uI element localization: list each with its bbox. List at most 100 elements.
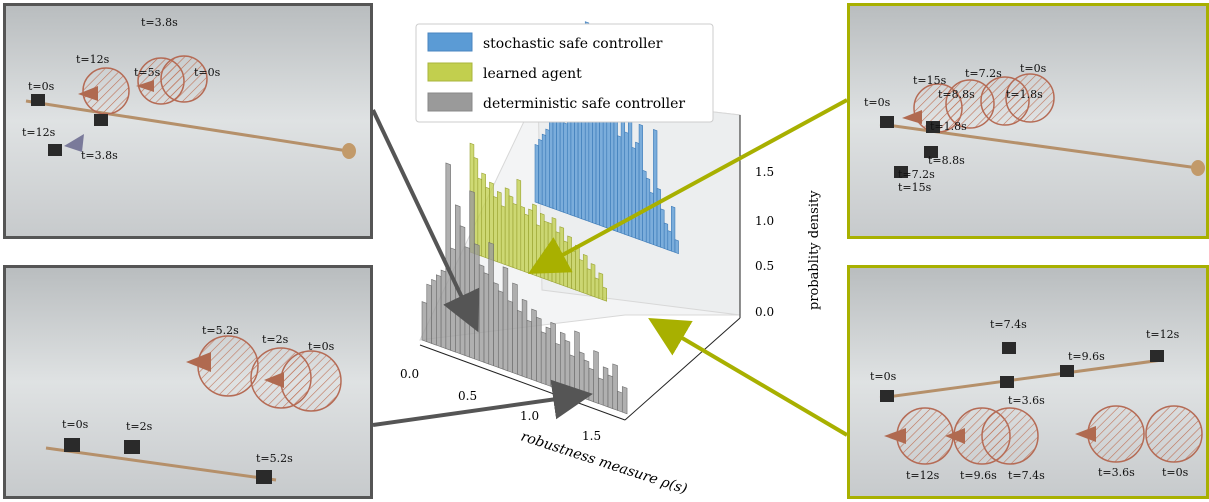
histogram-bar bbox=[541, 133, 547, 207]
histogram-bar bbox=[436, 274, 442, 348]
legend-label-stochastic: stochastic safe controller bbox=[483, 36, 663, 52]
histogram-bar bbox=[571, 249, 576, 291]
histogram-bar bbox=[545, 326, 552, 387]
histogram-bar bbox=[526, 319, 532, 380]
time-label: t=15s bbox=[898, 181, 932, 194]
robot bbox=[256, 470, 272, 484]
histogram-bar bbox=[567, 235, 572, 289]
z-tick-label: 1.5 bbox=[755, 165, 774, 179]
histogram-bar bbox=[464, 246, 470, 358]
histogram-bar bbox=[538, 138, 543, 206]
robot bbox=[1000, 376, 1014, 388]
time-label: t=12s bbox=[22, 126, 56, 139]
obstacle-arrow bbox=[902, 110, 922, 124]
histogram-bar bbox=[512, 203, 518, 270]
histogram-bar bbox=[520, 205, 525, 273]
histogram-bar bbox=[507, 300, 513, 374]
photo-scene-top-right: t=0s t=7.2s t=15s t=8.8s t=1.8s t=0s t=1… bbox=[850, 6, 1206, 236]
time-label: t=3.6s bbox=[1008, 394, 1045, 407]
legend-swatch-learned bbox=[427, 62, 473, 82]
goal-marker bbox=[1191, 160, 1205, 176]
histogram-bar bbox=[549, 117, 554, 209]
histogram-bar bbox=[642, 169, 647, 243]
histogram-bar bbox=[621, 386, 628, 415]
histogram-bar bbox=[671, 205, 676, 253]
histogram-bar bbox=[588, 367, 594, 403]
photo-scene-top-left: t=3.8s t=12s t=5s t=0s t=0s t=12s t=3.8s bbox=[6, 6, 370, 236]
obstacle-arrow bbox=[945, 428, 965, 444]
time-label: t=0s bbox=[1020, 62, 1047, 75]
histogram-bar bbox=[598, 272, 604, 301]
experiment-photo-bottom-left: t=5.2s t=2s t=0s t=0s t=2s t=5.2s bbox=[3, 265, 373, 499]
histogram-bar bbox=[579, 351, 585, 399]
histogram-bar bbox=[579, 258, 584, 294]
time-label: t=9.6s bbox=[1068, 350, 1105, 363]
histogram-bar bbox=[612, 363, 618, 411]
robot bbox=[926, 121, 940, 133]
robot bbox=[1150, 350, 1164, 362]
histogram-bar bbox=[574, 330, 580, 398]
robot bbox=[1060, 365, 1074, 377]
histogram-bar bbox=[531, 308, 537, 382]
histogram-bar bbox=[540, 212, 545, 280]
histogram-bar bbox=[617, 135, 622, 234]
time-label: t=5.2s bbox=[202, 324, 239, 337]
histogram-bar bbox=[516, 178, 522, 271]
histogram-bar bbox=[653, 129, 658, 247]
x-tick-label: 0.0 bbox=[400, 367, 419, 381]
robot bbox=[894, 166, 908, 178]
time-label: t=0s bbox=[1162, 466, 1189, 479]
robot bbox=[124, 440, 140, 454]
time-label: t=3.8s bbox=[141, 16, 178, 29]
histogram-bar bbox=[555, 231, 561, 285]
histogram-bar bbox=[440, 269, 447, 350]
experiment-photo-top-right: t=0s t=7.2s t=15s t=8.8s t=1.8s t=0s t=1… bbox=[847, 3, 1209, 239]
obstacle-arrow bbox=[264, 372, 284, 388]
obstacle-arrow bbox=[136, 80, 154, 92]
time-label: t=7.4s bbox=[990, 318, 1027, 331]
x-axis-label: robustness measure ρ(s) bbox=[519, 429, 689, 498]
reference-path bbox=[879, 358, 1163, 400]
experiment-photo-top-left: t=3.8s t=12s t=5s t=0s t=0s t=12s t=3.8s bbox=[3, 3, 373, 239]
time-label: t=7.2s bbox=[898, 168, 935, 181]
time-label: t=12s bbox=[906, 469, 940, 482]
robot bbox=[1002, 342, 1016, 354]
histogram-bar bbox=[493, 282, 499, 368]
histogram-bar bbox=[602, 286, 607, 302]
histogram-bar bbox=[645, 177, 651, 244]
histogram-bar bbox=[593, 350, 599, 404]
robot bbox=[94, 114, 108, 126]
histogram-bar bbox=[595, 108, 600, 226]
histogram-bar bbox=[602, 366, 609, 408]
legend-swatch-stochastic bbox=[427, 32, 473, 52]
histogram-bar bbox=[577, 108, 582, 220]
histogram-bar bbox=[607, 374, 614, 410]
histogram-bar bbox=[474, 243, 480, 362]
x-tick-label: 1.0 bbox=[520, 409, 539, 423]
histogram-bar bbox=[512, 282, 518, 375]
time-label: t=2s bbox=[126, 420, 153, 433]
histogram-bar bbox=[563, 122, 568, 215]
time-label: t=2s bbox=[262, 333, 289, 346]
histogram-bar bbox=[559, 331, 566, 392]
histogram-bar bbox=[431, 279, 437, 346]
x-tick-label: 1.5 bbox=[582, 429, 601, 443]
reference-path bbox=[45, 446, 277, 482]
histogram-bar bbox=[556, 106, 561, 212]
time-label: t=8.8s bbox=[938, 88, 975, 101]
histogram-bar bbox=[450, 247, 456, 353]
histogram-bar bbox=[543, 220, 549, 281]
time-label: t=5s bbox=[134, 66, 161, 79]
histogram-bar bbox=[624, 131, 629, 237]
histogram-bar bbox=[521, 298, 528, 379]
obstacle-arrow bbox=[1075, 426, 1096, 442]
z-tick-label: 0.0 bbox=[755, 305, 774, 319]
histogram-bar bbox=[540, 331, 547, 386]
time-label: t=1.8s bbox=[1006, 88, 1043, 101]
histogram-bar bbox=[497, 191, 502, 264]
histogram-bar bbox=[497, 290, 504, 370]
histogram-bar bbox=[667, 230, 672, 252]
time-label: t=12s bbox=[76, 53, 110, 66]
histogram-bar bbox=[564, 339, 571, 394]
histogram-bar bbox=[547, 222, 553, 282]
